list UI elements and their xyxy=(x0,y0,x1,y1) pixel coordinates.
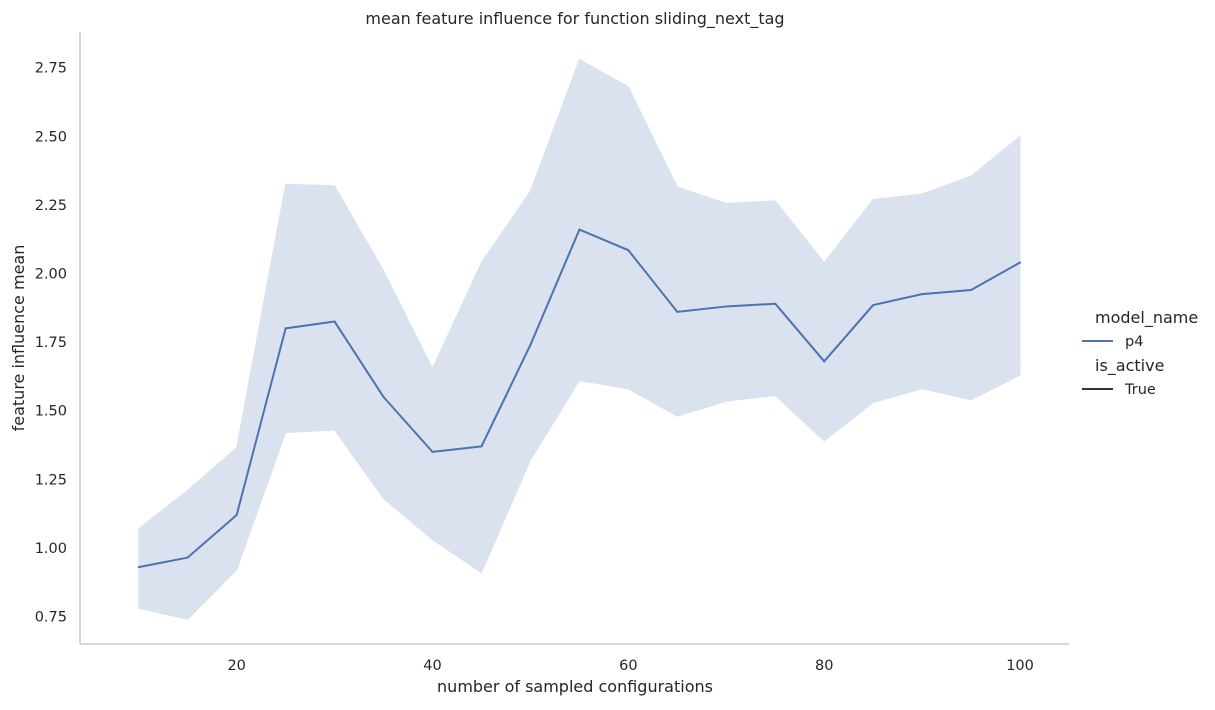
data-point-p4-10 xyxy=(137,566,140,569)
x-tick-label: 80 xyxy=(815,658,833,674)
data-point-p4-25 xyxy=(284,327,287,330)
legend-style-title: is_active xyxy=(1095,356,1164,376)
legend-hue-title: model_name xyxy=(1095,308,1198,328)
x-tick-label: 20 xyxy=(227,658,245,674)
chart-title: mean feature influence for function slid… xyxy=(365,9,784,29)
y-tick-layer: 0.75 1.00 1.25 1.50 1.75 2.00 2.25 2.50 2.75 xyxy=(35,61,67,626)
data-point-p4-60 xyxy=(627,249,630,252)
data-point-p4-80 xyxy=(823,360,826,363)
data-point-p4-90 xyxy=(921,293,924,296)
y-tick-label: 1.50 xyxy=(35,404,67,420)
confidence-band-p4 xyxy=(138,58,1021,620)
y-axis-title: feature influence mean xyxy=(9,245,28,432)
legend: model_name p4 is_active True xyxy=(1082,308,1198,398)
y-tick-label: 2.50 xyxy=(35,129,67,145)
data-point-p4-100 xyxy=(1019,261,1022,264)
y-tick-label: 2.00 xyxy=(35,267,67,283)
confidence-band-layer xyxy=(138,58,1021,620)
data-point-p4-95 xyxy=(970,288,973,291)
x-tick-label: 60 xyxy=(619,658,637,674)
y-tick-label: 1.00 xyxy=(35,541,67,557)
data-point-p4-40 xyxy=(431,450,434,453)
legend-true-label: True xyxy=(1124,382,1156,398)
data-point-p4-45 xyxy=(480,445,483,448)
data-point-p4-20 xyxy=(235,514,238,517)
x-tick-layer: 20 40 60 80 100 xyxy=(227,658,1033,674)
series-line-layer xyxy=(137,228,1022,569)
y-tick-label: 0.75 xyxy=(35,610,67,626)
x-axis-title: number of sampled configurations xyxy=(437,677,713,696)
data-point-p4-15 xyxy=(186,556,189,559)
data-point-p4-35 xyxy=(382,396,385,398)
legend-p4-label: p4 xyxy=(1125,334,1143,350)
data-point-p4-50 xyxy=(529,343,532,346)
data-point-p4-70 xyxy=(725,305,728,308)
data-point-p4-30 xyxy=(333,320,336,323)
y-tick-label: 1.75 xyxy=(35,335,67,351)
x-tick-label: 100 xyxy=(1006,658,1034,674)
y-tick-label: 2.75 xyxy=(35,61,67,77)
x-tick-label: 40 xyxy=(423,658,441,674)
data-point-p4-65 xyxy=(676,310,679,313)
data-point-p4-55 xyxy=(578,228,581,231)
data-point-p4-85 xyxy=(872,304,875,307)
y-tick-label: 1.25 xyxy=(35,472,67,488)
data-point-p4-75 xyxy=(774,302,777,305)
y-tick-label: 2.25 xyxy=(35,198,67,214)
